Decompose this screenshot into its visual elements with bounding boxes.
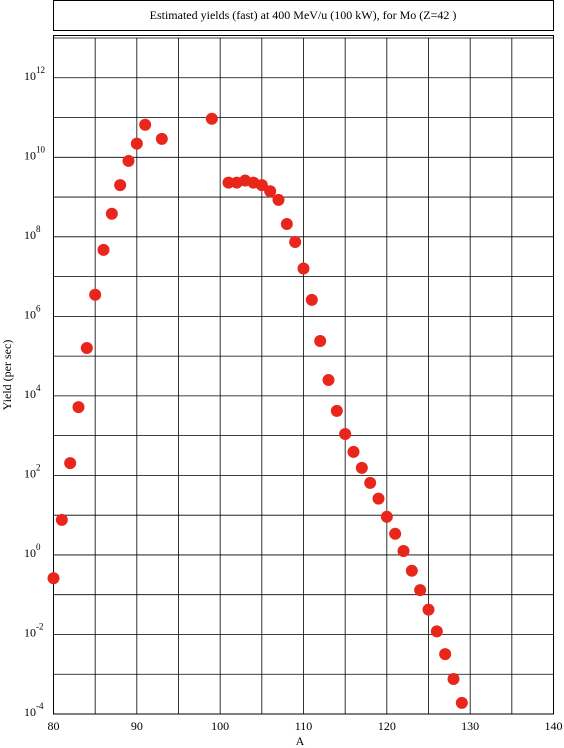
data-point	[455, 696, 468, 709]
chart-title: Estimated yields (fast) at 400 MeV/u (10…	[150, 8, 457, 22]
y-tick-base: 10	[24, 387, 36, 401]
data-point	[255, 179, 268, 192]
x-tick-label: 110	[295, 719, 313, 733]
y-tick-exponent: 12	[36, 65, 45, 75]
y-tick-label: 10-4	[24, 701, 44, 719]
data-point	[64, 457, 77, 470]
y-tick-label: 106	[24, 303, 41, 321]
data-point	[430, 625, 443, 638]
y-tick-base: 10	[24, 307, 36, 321]
data-point	[272, 193, 285, 206]
data-point	[330, 404, 343, 417]
data-point	[347, 445, 360, 458]
y-tick-exponent: -4	[36, 701, 44, 711]
y-tick-exponent: 10	[36, 144, 46, 154]
y-tick-label: 102	[24, 462, 41, 480]
x-tick-label: 130	[461, 719, 479, 733]
data-point	[89, 288, 102, 301]
y-tick-exponent: -2	[36, 621, 44, 631]
data-point	[105, 207, 118, 220]
data-point	[322, 374, 335, 387]
data-point	[389, 527, 402, 540]
data-point	[122, 154, 135, 167]
data-point	[305, 293, 318, 306]
data-point	[397, 544, 410, 557]
data-point	[380, 510, 393, 523]
data-point	[130, 137, 143, 150]
y-tick-base: 10	[24, 546, 36, 560]
data-point	[422, 603, 435, 616]
data-point	[355, 461, 368, 474]
data-point	[439, 648, 452, 661]
y-tick-exponent: 8	[36, 224, 41, 234]
y-tick-label: 1012	[24, 65, 45, 83]
y-tick-exponent: 2	[36, 462, 41, 472]
title-box	[53, 0, 554, 31]
data-point	[297, 262, 310, 275]
x-tick-label: 100	[211, 719, 229, 733]
data-point	[372, 492, 385, 505]
y-tick-base: 10	[24, 625, 36, 639]
y-tick-base: 10	[24, 228, 36, 242]
data-point	[47, 572, 60, 585]
y-tick-exponent: 0	[36, 542, 41, 552]
data-point	[447, 672, 460, 685]
y-tick-label: 104	[24, 383, 41, 401]
data-point	[155, 132, 168, 145]
y-tick-base: 10	[24, 148, 36, 162]
data-point	[280, 218, 293, 231]
x-tick-label: 120	[378, 719, 396, 733]
data-point	[205, 112, 218, 125]
data-point	[80, 342, 93, 355]
y-tick-base: 10	[24, 466, 36, 480]
data-point	[72, 401, 85, 414]
y-tick-label: 1010	[24, 144, 46, 162]
data-point	[222, 176, 235, 189]
x-tick-label: 80	[48, 719, 60, 733]
y-tick-label: 108	[24, 224, 41, 242]
y-tick-exponent: 4	[36, 383, 41, 393]
data-point	[314, 334, 327, 347]
x-tick-label: 90	[131, 719, 143, 733]
data-point	[139, 118, 152, 131]
data-point	[405, 564, 418, 577]
x-tick-label: 140	[545, 719, 563, 733]
data-point	[339, 428, 352, 441]
data-point	[364, 476, 377, 489]
data-point	[55, 513, 68, 526]
y-tick-base: 10	[24, 705, 36, 719]
y-tick-label: 10-2	[24, 621, 44, 639]
data-point	[264, 185, 277, 198]
data-point	[414, 584, 427, 597]
data-point	[97, 243, 110, 256]
x-axis-label: A	[296, 734, 305, 748]
data-point	[289, 236, 302, 249]
data-point	[114, 179, 127, 192]
y-axis-label: Yield (per sec)	[0, 340, 14, 411]
y-tick-label: 100	[24, 542, 41, 560]
y-tick-base: 10	[24, 69, 36, 83]
y-tick-exponent: 6	[36, 303, 41, 313]
